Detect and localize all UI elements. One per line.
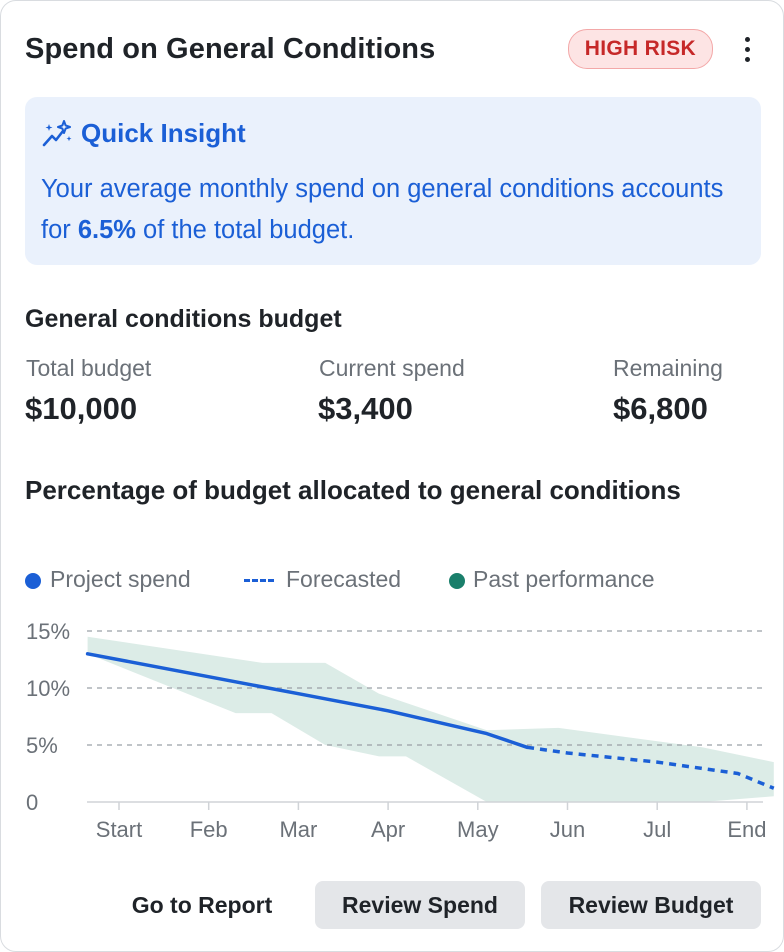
project-spend-line [85,652,529,750]
insight-text: Your average monthly spend on general co… [41,169,751,251]
x-tick-label: May [457,817,499,842]
x-tick-label: End [727,817,766,842]
legend-forecasted-label: Forecasted [286,566,402,592]
x-tick-label: Feb [190,817,228,842]
insight-text-tail: of the total budget. [135,216,355,244]
legend-forecasted-swatch [244,579,274,582]
insight-text-lead: Your average monthly spend on general co… [41,175,724,244]
y-tick-label: 10% [26,676,70,701]
total-budget-label: Total budget [26,355,152,381]
y-tick-label: 0 [26,790,38,815]
x-tick-label: Mar [279,817,317,842]
current-spend-value: $3,400 [318,391,413,426]
insight-title: Quick Insight [81,118,246,148]
budget-section-title: General conditions budget [25,305,342,333]
card-actions: Go to Report Review Spend Review Budget [1,881,784,929]
y-tick-label: 15% [26,619,70,644]
y-tick-label: 5% [26,733,58,758]
x-tick-label: Jun [550,817,585,842]
legend-past-performance-label: Past performance [473,566,655,592]
card-title: Spend on General Conditions [25,33,436,65]
x-tick-label: Start [96,817,142,842]
x-tick-label: Jul [643,817,671,842]
insight-highlight: 6.5% [77,216,136,244]
budget-percentage-chart: 0 5% 10% 15% Start Feb Mar Apr May Jun Jul End [26,619,775,842]
remaining-value: $6,800 [613,391,708,426]
review-budget-button[interactable]: Review Budget [541,881,761,929]
card-header: Spend on General Conditions HIGH RISK [25,29,759,73]
quick-insight-panel: Quick Insight Your average monthly spend… [25,97,761,265]
x-tick-label: Apr [371,817,405,842]
status-badge: HIGH RISK [567,29,713,69]
forecasted-line [526,745,775,790]
sparkle-trend-icon [42,120,72,147]
current-spend-label: Current spend [319,355,465,381]
legend-project-spend-swatch [25,573,41,589]
total-budget-value: $10,000 [25,391,138,426]
remaining-label: Remaining [613,355,723,381]
legend-past-performance-swatch [449,573,465,589]
review-spend-button[interactable]: Review Spend [315,881,525,929]
legend-project-spend-label: Project spend [50,566,191,592]
more-options-icon[interactable] [735,35,759,65]
go-to-report-button[interactable]: Go to Report [131,892,273,918]
chart-title: Percentage of budget allocated to genera… [25,475,681,505]
